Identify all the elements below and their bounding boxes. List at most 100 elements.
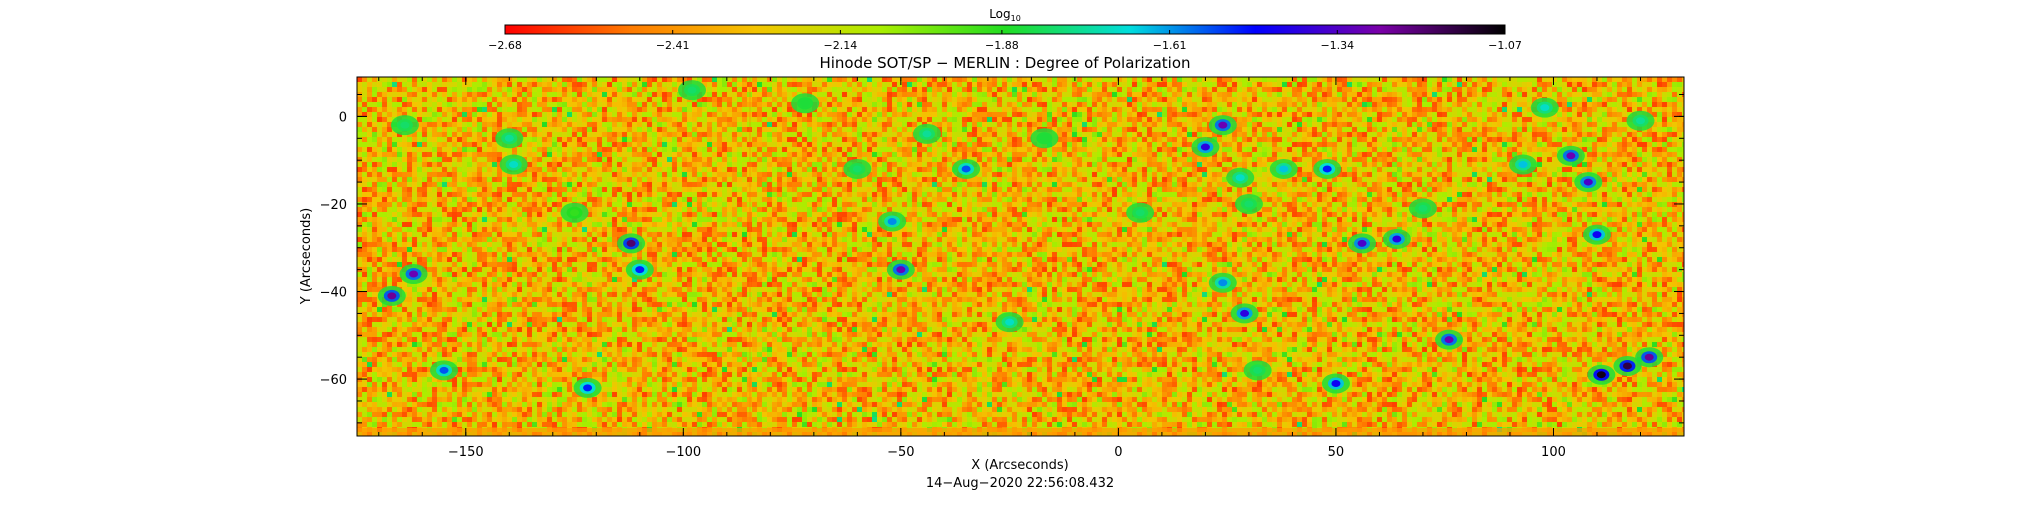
heatmap-cell — [1177, 102, 1182, 107]
heatmap-cell — [1382, 77, 1387, 82]
heatmap-cell — [1242, 92, 1247, 97]
heatmap-cell — [667, 122, 672, 127]
heatmap-cell — [937, 122, 942, 127]
heatmap-cell — [1537, 117, 1542, 122]
heatmap-cell — [1062, 127, 1067, 132]
heatmap-cell — [832, 127, 837, 132]
heatmap-cell — [1437, 97, 1442, 102]
heatmap-cell — [847, 82, 852, 87]
heatmap-cell — [1347, 87, 1352, 92]
heatmap-cell — [1587, 137, 1592, 142]
heatmap-cell — [707, 112, 712, 117]
heatmap-cell — [1027, 162, 1032, 167]
heatmap-cell — [1477, 107, 1482, 112]
heatmap-cell — [587, 142, 592, 147]
heatmap-cell — [1352, 87, 1357, 92]
heatmap-cell — [867, 157, 872, 162]
heatmap-cell — [817, 147, 822, 152]
heatmap-cell — [997, 157, 1002, 162]
heatmap-cell — [1017, 162, 1022, 167]
heatmap-cell — [827, 112, 832, 117]
heatmap-cell — [1657, 97, 1662, 102]
heatmap-cell — [937, 167, 942, 172]
heatmap-cell — [647, 112, 652, 117]
heatmap-cell — [1242, 112, 1247, 117]
heatmap-cell — [757, 127, 762, 132]
heatmap-cell — [1477, 137, 1482, 142]
heatmap-cell — [1667, 87, 1672, 92]
heatmap-cell — [1627, 87, 1632, 92]
heatmap-cell — [877, 142, 882, 147]
heatmap-cell — [1097, 147, 1102, 152]
heatmap-cell — [882, 132, 887, 137]
heatmap-cell — [1167, 142, 1172, 147]
heatmap-cell — [657, 92, 662, 97]
heatmap-cell — [762, 87, 767, 92]
heatmap-cell — [767, 167, 772, 172]
heatmap-cell — [1487, 147, 1492, 152]
heatmap-cell — [1122, 117, 1127, 122]
heatmap-cell — [357, 147, 362, 152]
heatmap-cell — [1037, 167, 1042, 172]
heatmap-cell — [437, 112, 442, 117]
heatmap-cell — [837, 142, 842, 147]
heatmap-cell — [827, 167, 832, 172]
heatmap-cell — [1037, 82, 1042, 87]
heatmap-cell — [1367, 147, 1372, 152]
heatmap-cell — [1137, 147, 1142, 152]
heatmap-cell — [837, 82, 842, 87]
heatmap-cell — [912, 142, 917, 147]
heatmap-cell — [1612, 82, 1617, 87]
heatmap-cell — [442, 137, 447, 142]
heatmap-cell — [1252, 107, 1257, 112]
heatmap-cell — [707, 92, 712, 97]
heatmap-cell — [852, 142, 857, 147]
heatmap-cell — [1357, 152, 1362, 157]
heatmap-cell — [392, 77, 397, 82]
heatmap-cell — [1452, 107, 1457, 112]
heatmap-cell — [562, 102, 567, 107]
heatmap-cell — [1147, 117, 1152, 122]
heatmap-cell — [1157, 152, 1162, 157]
heatmap-cell — [1037, 77, 1042, 82]
heatmap-cell — [1017, 97, 1022, 102]
heatmap-cell — [1647, 87, 1652, 92]
heatmap-cell — [757, 137, 762, 142]
heatmap-cell — [932, 102, 937, 107]
heatmap-cell — [1307, 152, 1312, 157]
heatmap-cell — [1007, 87, 1012, 92]
heatmap-cell — [1072, 147, 1077, 152]
heatmap-cell — [652, 107, 657, 112]
heatmap-cell — [1137, 162, 1142, 167]
heatmap-cell — [1177, 137, 1182, 142]
heatmap-cell — [1012, 82, 1017, 87]
heatmap-cell — [502, 117, 507, 122]
heatmap-cell — [617, 82, 622, 87]
heatmap-cell — [1237, 102, 1242, 107]
heatmap-cell — [1027, 127, 1032, 132]
heatmap-cell — [1637, 107, 1642, 112]
heatmap-cell — [372, 117, 377, 122]
heatmap-cell — [597, 132, 602, 137]
heatmap-cell — [1317, 77, 1322, 82]
heatmap-cell — [737, 142, 742, 147]
heatmap-cell — [822, 97, 827, 102]
heatmap-cell — [1397, 77, 1402, 82]
heatmap-cell — [1462, 122, 1467, 127]
heatmap-cell — [1092, 147, 1097, 152]
heatmap-cell — [1247, 117, 1252, 122]
heatmap-cell — [1602, 142, 1607, 147]
heatmap-cell — [417, 152, 422, 157]
heatmap-cell — [912, 122, 917, 127]
heatmap-cell — [842, 112, 847, 117]
heatmap-cell — [772, 127, 777, 132]
heatmap-cell — [882, 77, 887, 82]
heatmap-cell — [802, 147, 807, 152]
heatmap-cell — [842, 137, 847, 142]
heatmap-cell — [972, 152, 977, 157]
heatmap-cell — [1482, 117, 1487, 122]
heatmap-cell — [1492, 142, 1497, 147]
heatmap-cell — [472, 152, 477, 157]
heatmap-cell — [1547, 142, 1552, 147]
heatmap-cell — [1227, 112, 1232, 117]
